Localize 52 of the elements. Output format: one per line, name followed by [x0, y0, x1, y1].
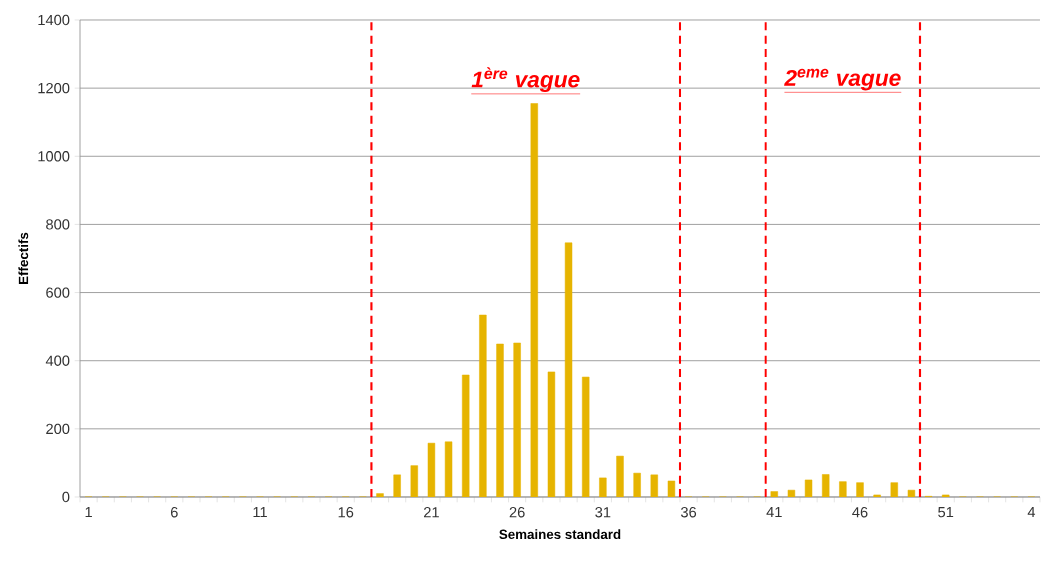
bar [822, 474, 830, 497]
x-tick-label: 11 [253, 507, 267, 518]
bar [890, 482, 898, 497]
y-tick-label: 600 [46, 287, 70, 298]
y-tick-label: 400 [45, 355, 70, 366]
annotation: 1$^{ère}$ vague [471, 67, 580, 93]
bar [479, 314, 487, 497]
bar [942, 494, 950, 497]
x-tick-label: 1 [85, 507, 92, 518]
bar [462, 374, 470, 497]
bar [839, 481, 847, 497]
bar [907, 489, 916, 497]
x-tick-label: 51 [938, 507, 954, 518]
annotation: 2$^{eme}$ vague [784, 68, 901, 91]
x-tick-label: 36 [680, 507, 697, 518]
x-tick-label: 31 [595, 507, 611, 518]
x-tick-label: 21 [424, 507, 439, 518]
bar [444, 441, 453, 497]
y-tick-label: 1000 [38, 151, 70, 162]
bar [582, 376, 590, 497]
x-tick-label: 46 [852, 507, 868, 518]
bar [616, 455, 624, 497]
bar [376, 493, 384, 497]
x-tick-label: 41 [766, 507, 782, 518]
x-tick-label: 4 [1027, 507, 1036, 518]
y-tick-label: 1200 [38, 82, 70, 94]
bar [667, 480, 676, 497]
x-axis-title: Semaines standard [499, 529, 621, 540]
bar [513, 342, 521, 497]
y-tick-label: 1400 [38, 14, 70, 26]
bar [427, 442, 436, 497]
x-tick-label: 16 [338, 507, 354, 518]
y-tick-label: 0 [62, 491, 70, 503]
y-axis-title: Effectifs [18, 232, 29, 284]
bar [547, 371, 556, 497]
x-tick-label: 26 [509, 507, 525, 518]
bar [787, 489, 796, 497]
bar [770, 491, 778, 497]
bar [530, 103, 538, 497]
bar [393, 474, 401, 497]
bar [410, 465, 418, 497]
bar [856, 482, 864, 497]
bar [564, 242, 573, 497]
bar [496, 343, 504, 497]
bar [873, 494, 881, 497]
y-tick-label: 800 [46, 219, 70, 230]
x-tick-label: 6 [170, 507, 178, 518]
y-tick-label: 200 [46, 423, 70, 435]
bar [633, 472, 641, 497]
bar [804, 479, 813, 497]
bar [599, 477, 607, 497]
bar [650, 474, 658, 497]
